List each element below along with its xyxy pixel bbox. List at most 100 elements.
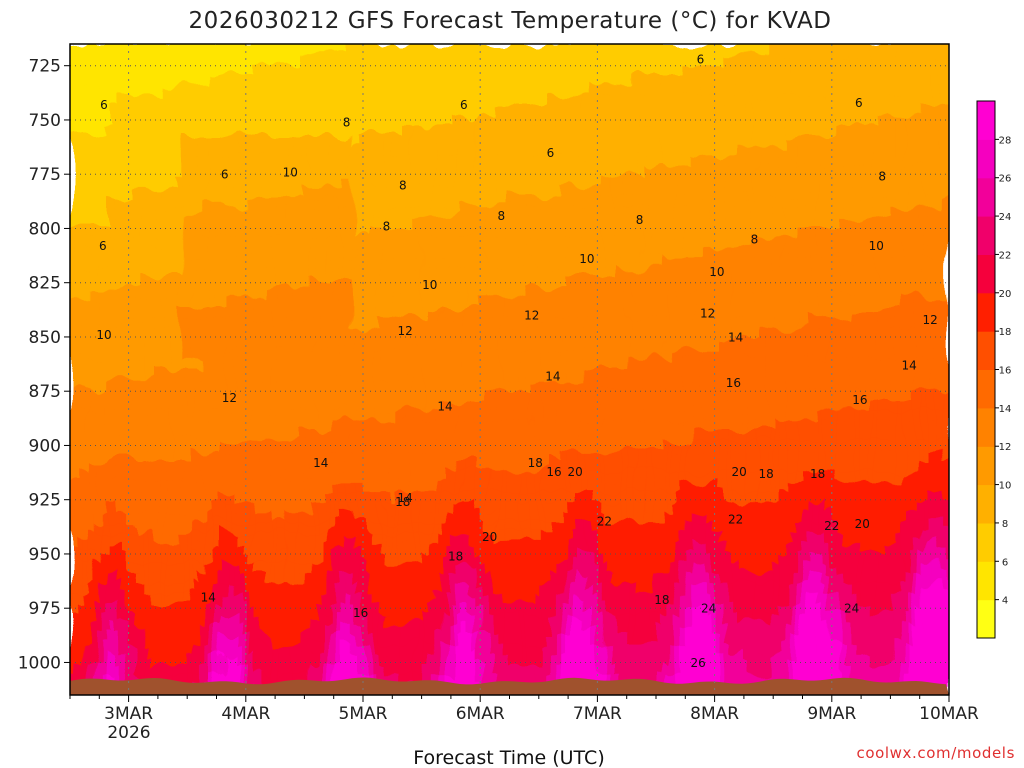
temperature-cell xyxy=(767,186,774,198)
temperature-cell xyxy=(597,206,604,218)
temperature-cell xyxy=(943,74,949,86)
temperature-cell xyxy=(697,359,704,371)
temperature-cell xyxy=(574,196,581,208)
temperature-cell xyxy=(450,145,458,157)
temperature-cell xyxy=(275,196,282,208)
temperature-cell xyxy=(632,206,640,218)
temperature-cell xyxy=(363,247,370,259)
temperature-cell xyxy=(474,288,481,299)
temperature-cell xyxy=(779,74,786,86)
temperature-cell xyxy=(656,64,663,76)
temperature-cell xyxy=(281,166,288,177)
temperature-cell xyxy=(146,74,153,86)
temperature-cell xyxy=(532,278,540,289)
temperature-cell xyxy=(263,267,270,279)
temperature-cell xyxy=(269,186,276,198)
temperature-cell xyxy=(392,369,399,381)
temperature-cell xyxy=(146,105,153,116)
temperature-cell xyxy=(234,196,241,208)
temperature-cell xyxy=(462,359,470,371)
temperature-cell xyxy=(105,349,112,360)
temperature-cell xyxy=(802,339,809,350)
temperature-cell xyxy=(181,84,188,96)
temperature-cell xyxy=(650,257,657,269)
temperature-cell xyxy=(433,64,440,76)
temperature-cell xyxy=(439,237,446,249)
temperature-cell xyxy=(790,176,798,187)
temperature-cell xyxy=(316,267,323,279)
temperature-cell xyxy=(140,166,147,177)
temperature-cell xyxy=(515,247,522,259)
temperature-cell xyxy=(322,135,329,147)
temperature-cell xyxy=(802,369,809,381)
temperature-cell xyxy=(81,359,89,371)
temperature-cell xyxy=(849,64,856,76)
temperature-cell xyxy=(708,216,716,228)
temperature-cell xyxy=(878,145,886,157)
temperature-cell xyxy=(831,237,839,249)
temperature-cell xyxy=(486,267,493,279)
temperature-cell xyxy=(591,278,598,289)
temperature-cell xyxy=(140,105,147,116)
temperature-cell xyxy=(767,349,774,360)
temperature-cell xyxy=(116,155,124,167)
temperature-cell xyxy=(919,247,927,259)
temperature-cell xyxy=(409,349,417,360)
temperature-cell xyxy=(697,166,704,177)
temperature-cell xyxy=(368,145,376,157)
temperature-cell xyxy=(70,94,77,106)
temperature-cell xyxy=(75,186,83,198)
temperature-cell xyxy=(867,135,874,147)
temperature-cell xyxy=(339,288,347,299)
temperature-cell xyxy=(867,288,874,299)
temperature-cell xyxy=(620,369,628,381)
temperature-cell xyxy=(656,318,663,330)
temperature-cell xyxy=(286,44,294,55)
temperature-cell xyxy=(556,308,563,320)
temperature-cell xyxy=(638,135,645,147)
temperature-cell xyxy=(603,237,610,249)
temperature-cell xyxy=(70,349,77,360)
temperature-cell xyxy=(538,105,546,116)
temperature-cell xyxy=(615,216,622,228)
temperature-cell xyxy=(486,44,493,55)
temperature-cell xyxy=(808,267,815,279)
temperature-cell xyxy=(872,349,880,360)
temperature-cell xyxy=(644,206,651,218)
temperature-cell xyxy=(820,196,827,208)
temperature-cell xyxy=(357,44,364,55)
temperature-cell xyxy=(667,369,675,381)
temperature-cell xyxy=(902,318,909,330)
temperature-cell xyxy=(386,54,393,65)
temperature-cell xyxy=(937,84,944,96)
temperature-cell xyxy=(538,328,546,340)
temperature-cell xyxy=(292,176,300,187)
temperature-cell xyxy=(269,54,276,65)
temperature-cell xyxy=(667,278,675,289)
temperature-cell xyxy=(245,64,253,76)
temperature-cell xyxy=(409,145,417,157)
temperature-cell xyxy=(163,216,171,228)
temperature-cell xyxy=(825,227,833,238)
temperature-cell xyxy=(187,379,194,391)
temperature-cell xyxy=(134,94,141,106)
temperature-cell xyxy=(720,227,727,238)
temperature-cell xyxy=(169,84,177,96)
temperature-cell xyxy=(919,267,927,279)
temperature-cell xyxy=(87,186,95,198)
temperature-cell xyxy=(468,278,475,289)
temperature-cell xyxy=(562,94,569,106)
temperature-cell xyxy=(714,54,722,65)
temperature-cell xyxy=(650,328,657,340)
temperature-cell xyxy=(761,328,768,340)
temperature-cell xyxy=(93,54,100,65)
temperature-cell xyxy=(515,196,522,208)
temperature-cell xyxy=(193,298,200,310)
temperature-cell xyxy=(292,328,300,340)
temperature-cell xyxy=(820,328,827,340)
temperature-cell xyxy=(837,216,845,228)
temperature-cell xyxy=(855,166,862,177)
temperature-cell xyxy=(245,166,253,177)
temperature-cell xyxy=(615,227,622,238)
temperature-cell xyxy=(568,74,575,86)
